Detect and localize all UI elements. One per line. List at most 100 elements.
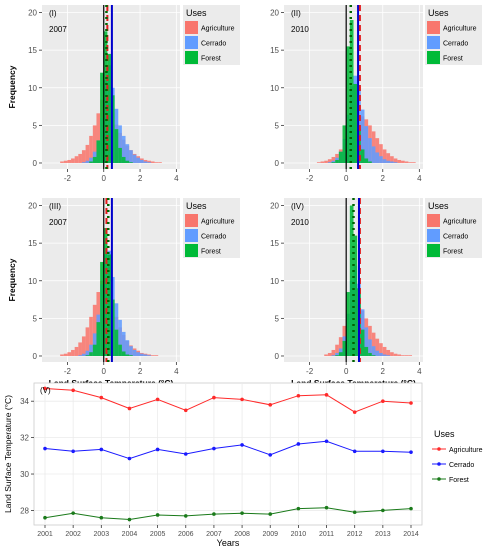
y-tick-label: 20	[28, 9, 37, 18]
legend-swatch	[185, 51, 198, 64]
histogram-bar	[335, 355, 339, 356]
histogram-bar	[136, 352, 141, 356]
histogram-bar	[150, 161, 155, 163]
histogram-bar	[360, 329, 365, 356]
data-point	[352, 510, 357, 515]
histogram-bar	[125, 354, 130, 356]
histogram-bar	[60, 354, 64, 356]
y-tick-label: 10	[28, 84, 37, 93]
histogram-bar	[71, 349, 75, 356]
histogram-bar	[114, 329, 119, 356]
series-line	[44, 507, 412, 521]
series-line	[44, 388, 412, 413]
histogram-bar	[375, 350, 380, 356]
histogram-bar	[379, 156, 383, 163]
legend-swatch	[427, 229, 440, 242]
legend-label: Forest	[201, 56, 221, 63]
histogram-bar	[143, 159, 148, 163]
histogram-bar	[368, 161, 372, 163]
y-tick-label: 15	[28, 46, 37, 55]
histogram-bar	[132, 349, 137, 356]
data-point	[381, 508, 385, 513]
histogram-bar	[114, 129, 119, 163]
histogram-bar	[390, 161, 394, 163]
x-tick-label: 2012	[347, 531, 363, 538]
legend-swatch	[427, 244, 440, 257]
histogram-bar	[81, 162, 86, 163]
histogram-bar	[67, 159, 72, 163]
data-point	[99, 447, 104, 452]
y-tick-label: 15	[270, 46, 279, 55]
legend-marker	[437, 462, 441, 466]
x-tick-label: -2	[306, 367, 314, 376]
x-tick-label: 4	[174, 174, 179, 183]
y-tick-label: 20	[270, 9, 279, 18]
histogram-bar	[150, 355, 155, 356]
histogram-bar	[78, 153, 82, 163]
panel-label: (IV)	[291, 202, 304, 211]
histogram-bar	[390, 156, 394, 163]
data-point	[324, 505, 329, 510]
data-point	[240, 511, 244, 515]
histogram-bar	[89, 135, 93, 163]
histogram-bar	[327, 352, 332, 356]
histogram-bar	[92, 125, 97, 163]
x-tick-label: 2008	[234, 531, 250, 538]
data-point	[212, 512, 216, 516]
legend-label: Agriculture	[201, 26, 235, 33]
histogram-bar	[342, 125, 347, 163]
histogram-bar	[85, 160, 90, 163]
legend: Uses Agriculture Cerrado Forest	[183, 198, 240, 258]
data-point	[71, 511, 75, 515]
legend-label: Cerrado	[443, 41, 468, 48]
panel-label: (V)	[40, 386, 51, 395]
histogram-bar	[118, 147, 122, 163]
histogram-bar	[147, 160, 151, 163]
histogram-bar	[121, 135, 126, 163]
histogram-bar	[393, 162, 398, 163]
histogram-bar	[121, 156, 126, 163]
data-point	[324, 439, 329, 444]
histogram-bar	[331, 156, 336, 163]
y-tick-label: 15	[270, 239, 279, 248]
histogram-bar	[375, 138, 380, 163]
histogram-bar	[89, 157, 93, 163]
histogram-bar	[107, 53, 111, 163]
histogram-bar	[393, 353, 398, 356]
y-tick-label: 0	[33, 352, 38, 361]
x-tick-label: 2011	[319, 531, 334, 538]
histogram-bar	[338, 337, 343, 356]
histogram-bar	[364, 158, 369, 163]
legend-label: Forest	[443, 56, 463, 63]
histogram-bar	[335, 344, 339, 356]
legend-swatch	[427, 51, 440, 64]
histogram-bar	[154, 355, 159, 356]
panel-year: 2010	[291, 218, 309, 227]
histogram-bar	[89, 161, 93, 163]
legend-title: Uses	[186, 201, 207, 211]
x-tick-label: 2002	[65, 531, 81, 538]
legend-swatch	[427, 214, 440, 227]
x-tick-label: 4	[417, 367, 422, 376]
histogram-bar	[92, 344, 97, 356]
histogram-bar	[92, 304, 97, 356]
histogram-bar	[125, 340, 130, 356]
data-point	[155, 513, 160, 517]
y-tick-label: 5	[33, 121, 38, 130]
histogram-bar	[60, 161, 64, 163]
histogram-bar	[331, 349, 336, 356]
histogram-bar	[85, 144, 90, 163]
data-point	[155, 397, 160, 402]
y-tick-label: 28	[20, 506, 29, 515]
histogram-bar	[342, 340, 347, 356]
y-tick-label: 5	[275, 314, 280, 323]
y-tick-label: 5	[33, 314, 38, 323]
histogram-bar	[386, 349, 391, 356]
histogram-bar	[81, 150, 86, 163]
data-point	[324, 393, 329, 397]
y-tick-label: 34	[20, 397, 29, 406]
histogram-bar	[404, 161, 409, 163]
data-point	[43, 386, 47, 391]
x-tick-label: 0	[102, 367, 107, 376]
y-tick-label: 20	[270, 202, 279, 211]
